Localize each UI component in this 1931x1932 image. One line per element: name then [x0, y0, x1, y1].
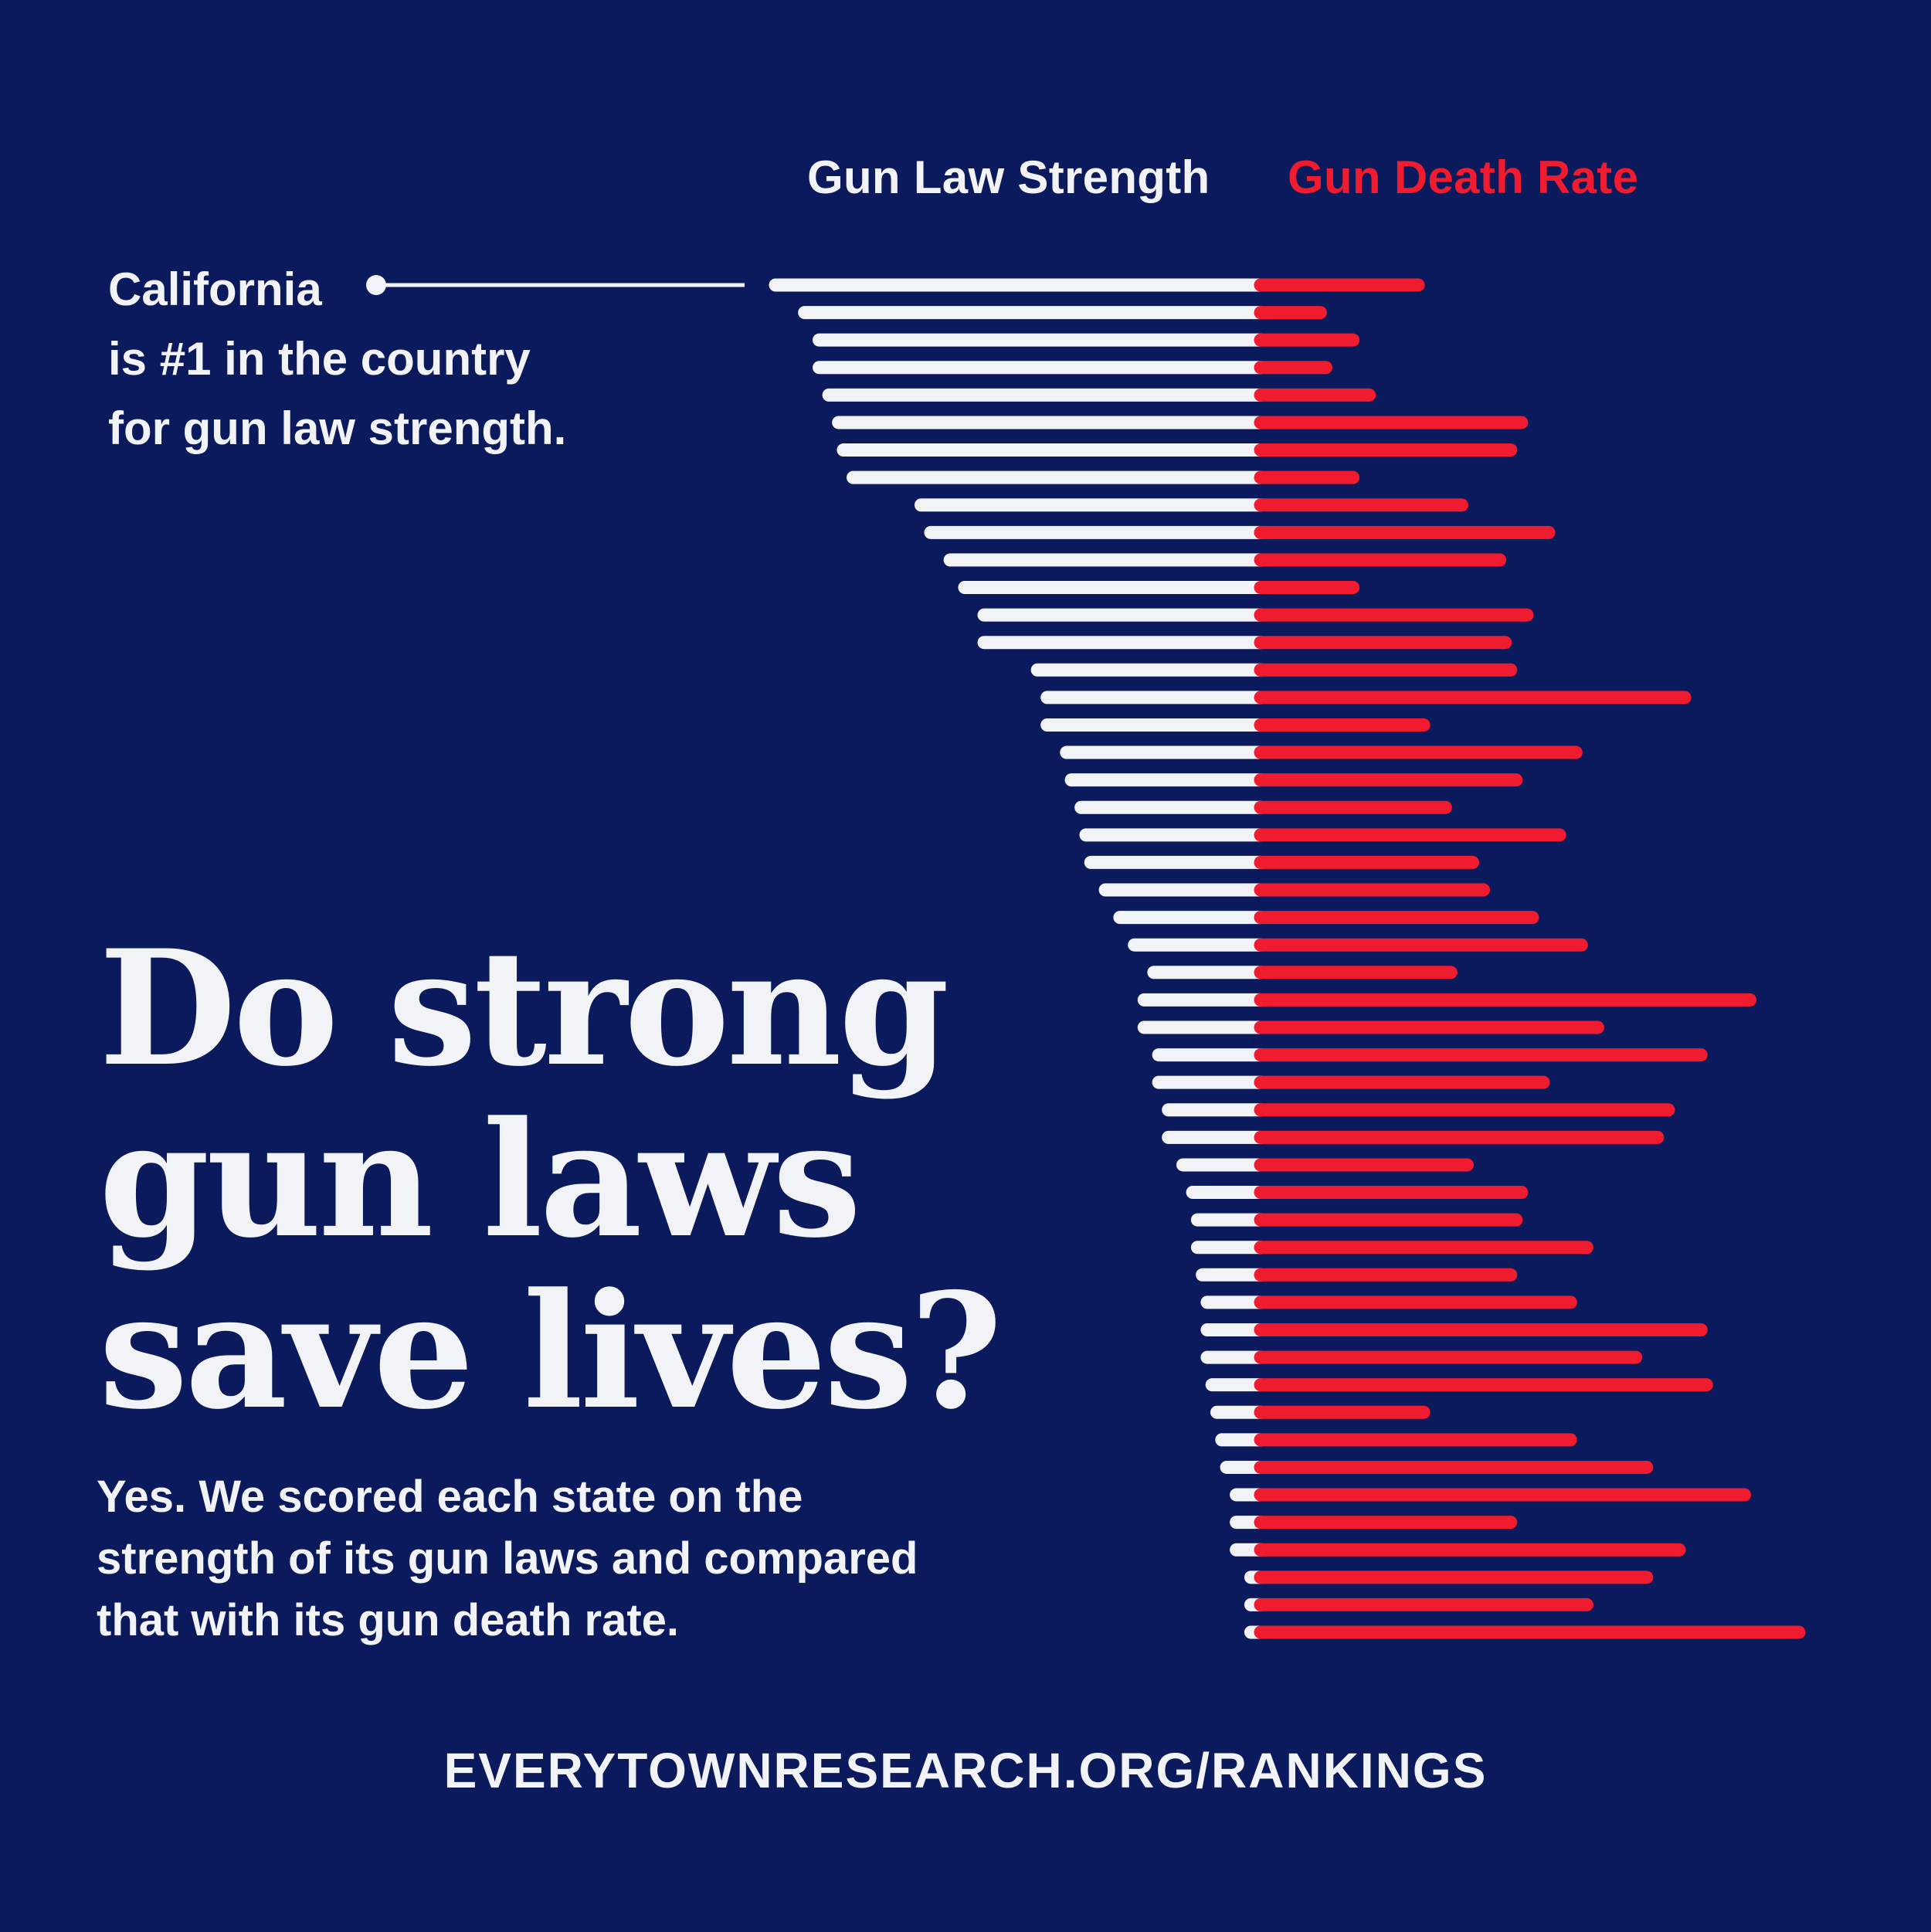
- legend-gun-law-strength: Gun Law Strength: [807, 151, 1210, 203]
- callout-line-2: is #1 in the country: [108, 333, 531, 385]
- subtext-line-2: strength of its gun laws and compared: [97, 1533, 918, 1584]
- headline-line-3: save lives?: [99, 1259, 1003, 1445]
- headline: Do strong gun laws save lives?: [99, 916, 1003, 1445]
- subtext: Yes. We scored each state on the strengt…: [97, 1466, 918, 1652]
- callout-leader-line: [366, 275, 745, 295]
- gun-law-strength-bars: [769, 278, 1268, 1639]
- california-callout: California is #1 in the country for gun …: [108, 255, 566, 463]
- callout-line-1: California: [108, 263, 322, 315]
- footer-url[interactable]: EVERYTOWNRESEARCH.ORG/RANKINGS: [443, 1743, 1488, 1798]
- headline-line-2: gun laws: [99, 1088, 861, 1273]
- subtext-line-3: that with its gun death rate.: [97, 1595, 680, 1645]
- legend-gun-death-rate: Gun Death Rate: [1288, 151, 1639, 203]
- headline-line-1: Do strong: [99, 916, 949, 1102]
- callout-line-3: for gun law strength.: [108, 402, 567, 454]
- subtext-line-1: Yes. We scored each state on the: [97, 1472, 803, 1522]
- gun-death-rate-bars: [1254, 278, 1806, 1639]
